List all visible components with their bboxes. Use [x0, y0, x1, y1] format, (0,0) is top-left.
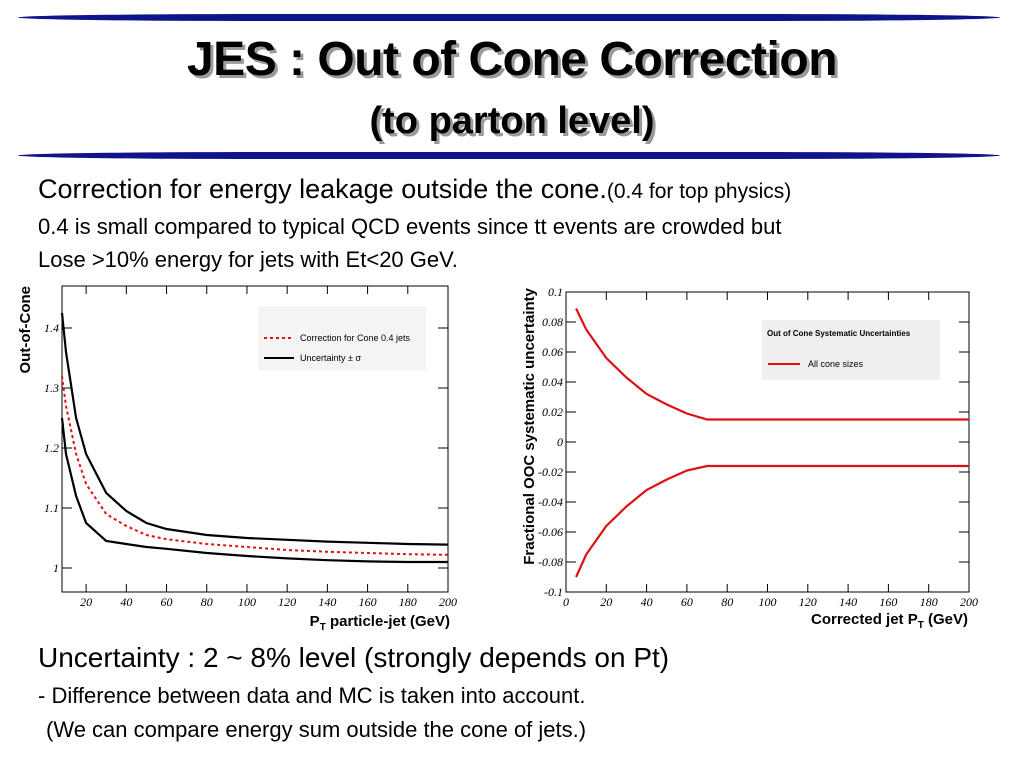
legend-label-all-cones: All cone sizes [808, 359, 864, 369]
series-line [575, 464, 969, 578]
x-tick-label: 20 [80, 595, 92, 609]
y-tick-label: 1.1 [44, 501, 59, 515]
y-tick-label: -0.04 [538, 495, 563, 509]
y-tick-label: 0.1 [548, 285, 563, 299]
y-tick-label: 0.02 [542, 405, 563, 419]
x-tick-label: 100 [759, 595, 777, 609]
y-tick-label: 0.08 [542, 315, 563, 329]
x-tick-label: 80 [201, 595, 213, 609]
y-tick-label: -0.1 [544, 585, 563, 599]
y-tick-label: 0 [557, 435, 563, 449]
series-line [60, 417, 448, 564]
y-tick-label: 1 [53, 561, 59, 575]
y-axis-title: Fractional OOC systematic uncertainty [521, 287, 538, 564]
x-axis-title: Corrected jet PT (GeV) [811, 611, 968, 631]
y-tick-label: 1.2 [44, 441, 59, 455]
text-line-5: - Difference between data and MC is take… [38, 683, 586, 708]
y-tick-label: 0.06 [542, 345, 563, 359]
x-tick-label: 140 [318, 595, 336, 609]
x-tick-label: 20 [600, 595, 612, 609]
text-line-1-main: Correction for energy leakage outside th… [38, 174, 607, 204]
x-tick-label: 200 [960, 595, 978, 609]
legend-box [762, 320, 940, 380]
text-line-3: Lose >10% energy for jets with Et<20 GeV… [38, 247, 458, 272]
y-tick-label: 1.3 [44, 381, 59, 395]
y-tick-label: 0.04 [542, 375, 563, 389]
text-line-4: Uncertainty : 2 ~ 8% level (strongly dep… [38, 642, 670, 673]
y-tick-label: -0.02 [538, 465, 563, 479]
x-tick-label: 120 [278, 595, 296, 609]
text-line-1-note: (0.4 for top physics) [606, 180, 792, 203]
y-tick-label: -0.08 [538, 555, 563, 569]
x-tick-label: 80 [721, 595, 733, 609]
x-tick-label: 40 [120, 595, 132, 609]
x-tick-label: 160 [359, 595, 377, 609]
text-line-6: (We can compare energy sum outside the c… [46, 717, 587, 742]
legend-title: Out of Cone Systematic Uncertainties [767, 329, 911, 338]
text-line-2: 0.4 is small compared to typical QCD eve… [38, 214, 782, 239]
x-axis-title: PT particle-jet (GeV) [310, 613, 450, 632]
series-line [60, 312, 449, 546]
x-tick-label: 40 [641, 595, 653, 609]
x-tick-label: 60 [681, 595, 693, 609]
x-tick-label: 200 [439, 595, 457, 609]
y-tick-label: 1.4 [44, 321, 59, 335]
legend-label-uncertainty: Uncertainty ± σ [300, 353, 361, 363]
title-rule [18, 152, 1000, 159]
x-tick-label: 140 [839, 595, 857, 609]
legend-box [258, 306, 426, 370]
ooc-uncertainty-chart: 0 20 40 60 80 100 120 140 160 180 200 -0.1 -0.08 -0.0… [521, 285, 978, 631]
text-line-1: Correction for energy leakage outside th… [38, 174, 791, 205]
x-tick-label: 160 [879, 595, 897, 609]
out-of-cone-chart: 20 40 60 80 100 120 140 160 180 200 1 1.1 1.2 1.3 1.4 O… [17, 285, 457, 632]
slide-subtitle: (to parton level) [369, 100, 655, 142]
y-axis-title: Out-of-Cone [17, 286, 34, 373]
x-tick-label: 100 [238, 595, 256, 609]
x-tick-label: 0 [563, 595, 569, 609]
x-tick-label: 60 [161, 595, 173, 609]
y-tick-label: -0.06 [538, 525, 563, 539]
x-tick-label: 180 [399, 595, 417, 609]
legend-label-correction: Correction for Cone 0.4 jets [300, 333, 411, 343]
series-line [575, 308, 969, 421]
top-rule [18, 14, 1000, 21]
x-tick-label: 180 [920, 595, 938, 609]
slide-title: JES : Out of Cone Correction [186, 33, 838, 86]
x-tick-label: 120 [799, 595, 817, 609]
